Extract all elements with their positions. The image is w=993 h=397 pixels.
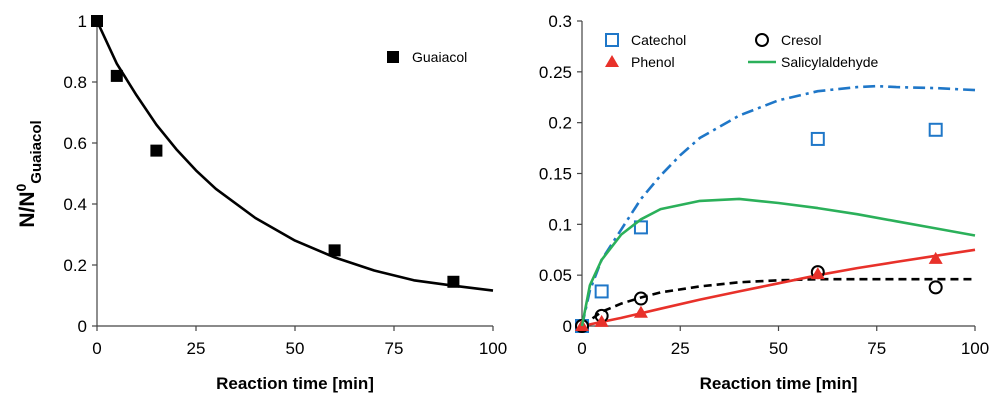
y-tick-label: 0.15	[539, 165, 572, 184]
y-tick-label: 0.8	[63, 73, 87, 92]
y-tick-label: 1	[78, 12, 87, 31]
y-tick-label: 0	[563, 317, 572, 336]
phenol-point	[594, 314, 609, 327]
cresol-point	[928, 280, 943, 295]
catechol-legend-label: Catechol	[631, 32, 686, 48]
right-chart-panel: 0 0.05 0.1 0.15 0.2 0.25 0.3 0 25 50 75 100 Reaction…	[539, 12, 989, 393]
phenol-legend-label: Phenol	[631, 54, 675, 70]
phenol-legend-swatch	[605, 55, 619, 67]
salicylaldehyde-legend-label: Salicylaldehyde	[781, 54, 878, 70]
y-tick-label: 0.2	[63, 256, 87, 275]
guaiacol-point	[447, 275, 460, 288]
x-tick-label: 50	[286, 339, 305, 358]
x-tick-label: 100	[479, 339, 507, 358]
guaiacol-point	[91, 15, 103, 27]
catechol-fit-curve	[580, 84, 976, 327]
cresol-legend-swatch	[755, 33, 769, 47]
y-tick-label: 0.2	[548, 114, 572, 133]
x-axis-title: Reaction time [min]	[700, 374, 858, 393]
x-tick-label: 50	[769, 339, 788, 358]
catechol-point	[633, 220, 648, 235]
guaiacol-fit-curve	[95, 20, 494, 292]
x-tick-label: 0	[92, 339, 101, 358]
y-tick-label: 0.25	[539, 63, 572, 82]
guaiacol-point	[328, 244, 341, 257]
cresol-point	[633, 291, 648, 306]
guaiacol-point	[150, 144, 163, 157]
y-tick-label: 0.1	[548, 215, 572, 234]
guaiacol-legend-label: Guaiacol	[412, 49, 467, 65]
x-tick-label: 0	[577, 339, 586, 358]
x-tick-label: 25	[671, 339, 690, 358]
phenol-fit-curve	[581, 248, 976, 328]
y-axis-title: N/N0Guaiacol	[13, 120, 45, 227]
guaiacol-legend-swatch	[387, 51, 399, 63]
catechol-point	[810, 131, 825, 146]
catechol-point	[928, 122, 943, 137]
catechol-point	[594, 284, 609, 299]
catechol-legend-swatch	[605, 33, 619, 47]
x-tick-label: 75	[385, 339, 404, 358]
y-tick-label: 0.4	[63, 195, 87, 214]
y-tick-label: 0.3	[548, 12, 572, 31]
x-tick-label: 25	[187, 339, 206, 358]
salicylaldehyde-line	[580, 197, 976, 327]
cresol-fit-curve	[581, 277, 975, 328]
y-tick-label: 0.6	[63, 134, 87, 153]
y-tick-label: 0.05	[539, 266, 572, 285]
phenol-point	[810, 267, 825, 280]
x-tick-label: 75	[867, 339, 886, 358]
cresol-legend-label: Cresol	[781, 32, 821, 48]
phenol-point	[633, 305, 648, 318]
y-tick-label: 0	[78, 317, 87, 336]
phenol-point	[928, 251, 943, 264]
left-chart-panel: 0 0.2 0.4 0.6 0.8 1 0 25 50 75 100 Reaction time [m…	[13, 12, 507, 393]
x-axis-title: Reaction time [min]	[216, 374, 374, 393]
guaiacol-point	[110, 69, 123, 82]
x-tick-label: 100	[961, 339, 989, 358]
